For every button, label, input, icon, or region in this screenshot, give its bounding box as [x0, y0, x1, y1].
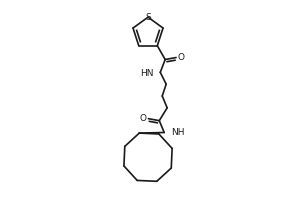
Text: S: S [145, 13, 151, 22]
Text: O: O [140, 114, 147, 123]
Text: HN: HN [140, 69, 153, 78]
Text: NH: NH [171, 128, 184, 137]
Text: O: O [178, 53, 184, 62]
